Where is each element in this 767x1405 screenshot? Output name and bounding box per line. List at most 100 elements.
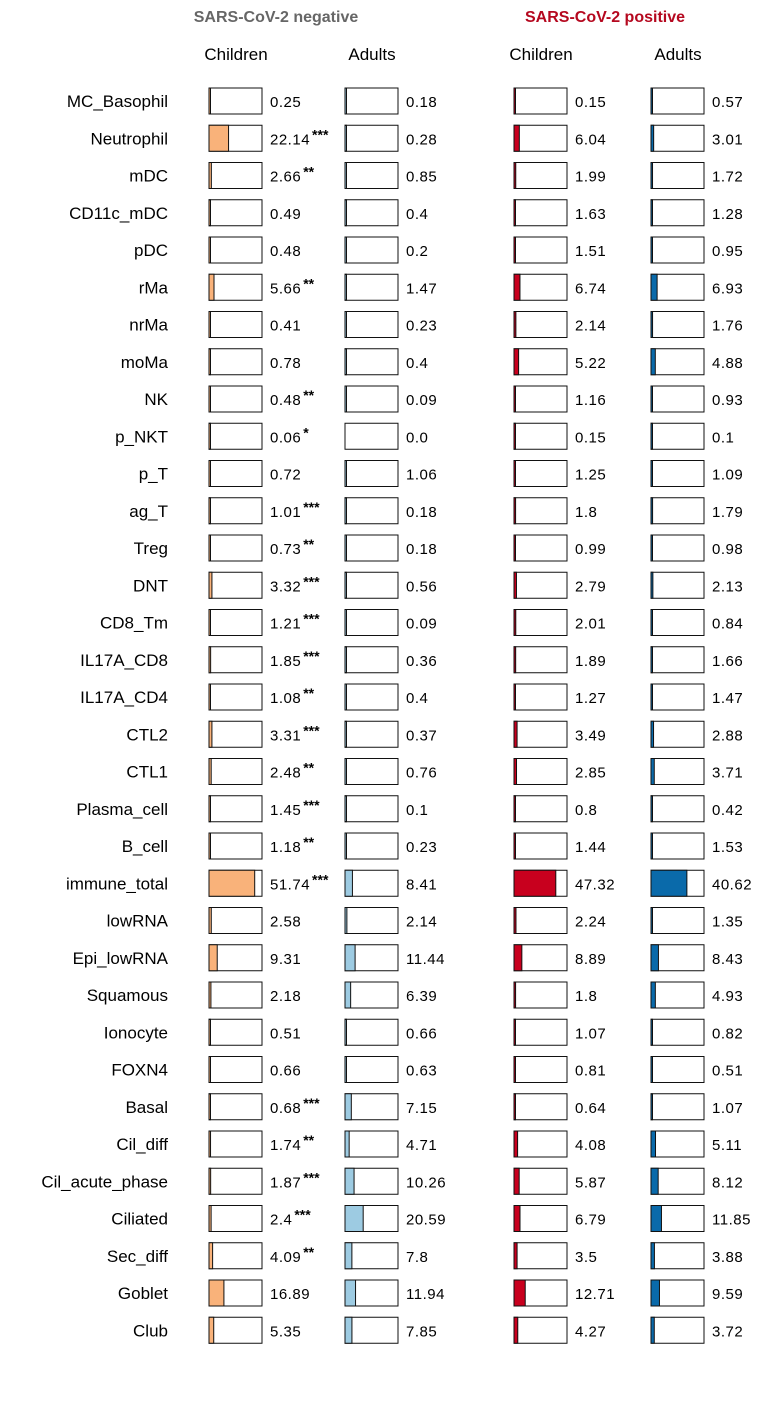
value-label: 3.31 [270,727,301,744]
value-label: 0.64 [575,1100,606,1117]
bar-frame [513,162,568,189]
row-label: mDC [129,167,168,186]
significance-marker: *** [303,797,320,813]
value-label: 0.84 [712,616,743,633]
bar [650,1093,653,1121]
bar [650,534,653,562]
bar [513,1242,518,1270]
value-label: 2.24 [575,914,606,931]
chart-rows: MC_Basophil 0.25 0.18 0.15 0.57 Neutrophil 22.… [41,87,752,1344]
bar [208,1130,212,1158]
value-label: 0.15 [575,429,606,446]
bar-frame [513,422,568,450]
value-label: 0.0 [406,429,428,446]
bar-frame [208,1205,263,1232]
value-label: 5.22 [575,355,606,372]
significance-marker: ** [303,760,314,776]
bar-frame [650,1056,705,1083]
bar [513,683,516,711]
row-label: Club [133,1321,168,1340]
row-label: nrMa [129,316,168,335]
bar-frame [208,348,263,376]
bar-frame [208,646,263,674]
bar-frame [650,1093,705,1121]
significance-marker: * [303,424,309,440]
value-label: 4.09 [270,1249,301,1266]
bar [650,348,656,376]
bar [208,236,211,264]
row-label: Plasma_cell [76,800,168,819]
row-label: immune_total [66,874,168,893]
bar [344,348,347,376]
bar [650,1279,660,1307]
value-label: 1.89 [575,653,606,670]
bar [208,87,211,115]
bar-frame [513,944,568,972]
bar [208,534,211,562]
bar [344,199,347,227]
value-label: 1.63 [575,206,606,223]
value-label: 0.4 [406,206,428,223]
bar [344,1242,353,1270]
bar-frame [344,1242,399,1270]
value-label: 1.18 [270,839,301,856]
value-label: 1.76 [712,318,743,335]
bar [513,1167,520,1195]
significance-marker: ** [303,685,314,701]
value-label: 0.99 [575,541,606,558]
bar-frame [513,236,568,264]
value-label: 1.79 [712,504,743,521]
value-label: 4.27 [575,1323,606,1340]
value-label: 22.14 [270,131,310,148]
bar [650,1167,659,1195]
bar-frame [650,795,705,823]
bar-frame [513,1130,568,1158]
bar [650,1205,662,1232]
bar [650,460,653,487]
bar-frame [650,124,705,152]
bar [513,1093,516,1121]
value-label: 0.66 [406,1025,437,1042]
value-label: 2.58 [270,914,301,931]
bar-frame [208,571,263,599]
bar [344,907,348,934]
value-label: 8.43 [712,951,743,968]
row-label: pDC [134,241,168,260]
value-label: 9.31 [270,951,301,968]
bar-frame [513,124,568,152]
bar [208,1093,211,1121]
bar-frame [208,907,263,934]
bar-frame [344,534,399,562]
row-label: Neutrophil [91,129,169,148]
row-label: FOXN4 [111,1061,168,1080]
bar-frame [344,907,399,934]
bar [208,311,211,338]
value-label: 6.04 [575,131,606,148]
bar-frame [344,1093,399,1121]
row-label: Epi_lowRNA [73,949,169,968]
bar [208,758,212,785]
bar-frame [208,758,263,785]
bar-frame [513,1167,568,1195]
bar [208,1316,215,1344]
value-label: 2.14 [406,914,437,931]
row-label: DNT [133,576,168,595]
bar [650,1242,655,1270]
value-label: 4.08 [575,1137,606,1154]
bar [344,1018,347,1046]
significance-marker: *** [312,126,329,142]
value-label: 0.41 [270,318,301,335]
bar [208,683,211,711]
bar-frame [208,162,263,189]
bar [513,795,516,823]
row-label: rMa [139,278,169,297]
bar-frame [513,981,568,1009]
value-label: 0.72 [270,467,301,484]
bar-frame [344,236,399,264]
value-label: 1.28 [712,206,743,223]
bar [208,981,212,1009]
value-label: 10.26 [406,1174,446,1191]
bar-frame [344,311,399,338]
bar-frame [650,385,705,413]
value-label: 0.1 [406,802,428,819]
